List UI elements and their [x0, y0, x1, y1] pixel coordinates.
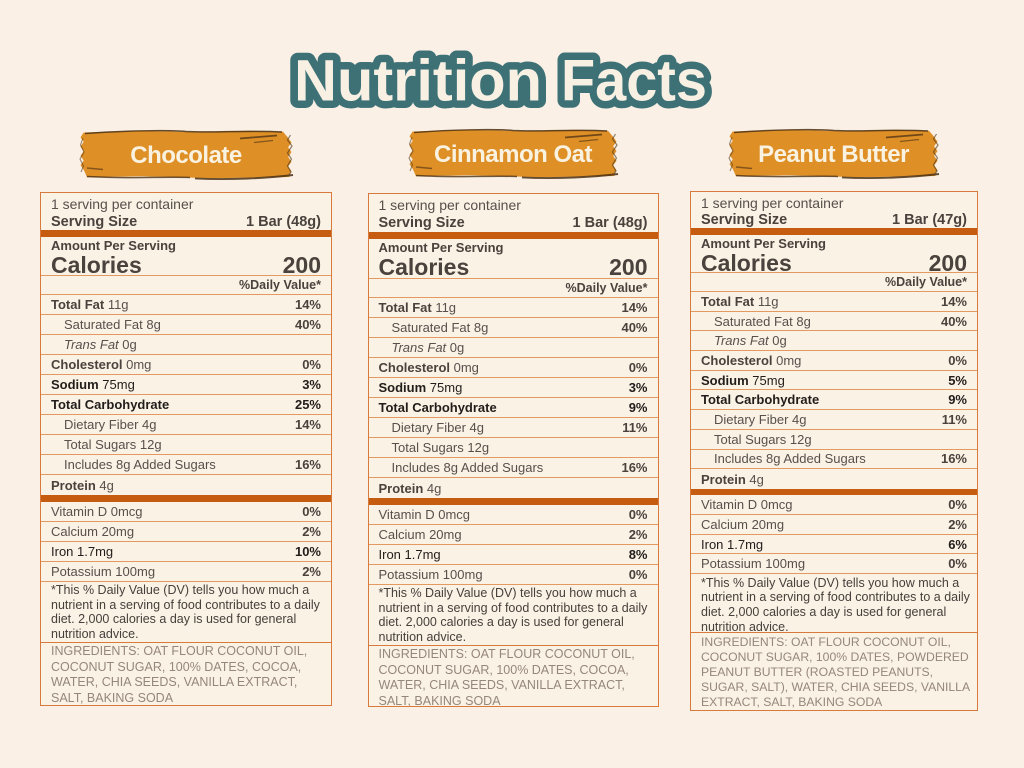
svg-text:Chocolate: Chocolate — [130, 142, 242, 169]
svg-text:Peanut Butter: Peanut Butter — [758, 141, 909, 168]
svg-text:Nutrition: Nutrition — [294, 49, 542, 114]
svg-text:Facts: Facts — [561, 49, 707, 114]
svg-text:Cinnamon Oat: Cinnamon Oat — [434, 141, 593, 168]
